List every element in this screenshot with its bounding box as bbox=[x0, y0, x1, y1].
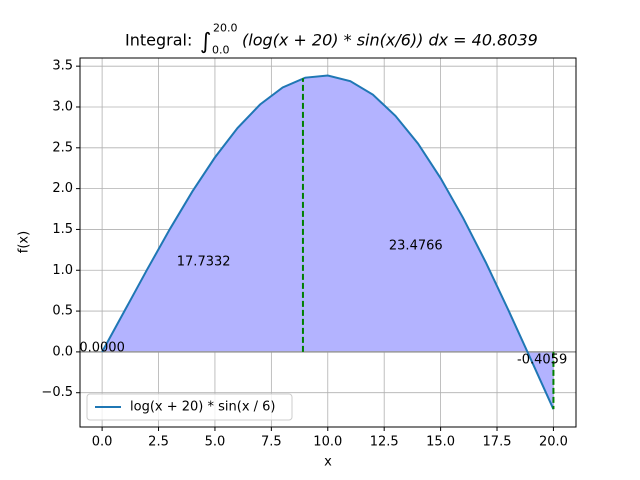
x-tick-label: 15.0 bbox=[426, 435, 455, 450]
x-tick-label: 12.5 bbox=[370, 435, 399, 450]
title-lower: 0.0 bbox=[212, 44, 230, 57]
legend: log(x + 20) * sin(x / 6) bbox=[86, 393, 293, 421]
y-tick-label: 0.5 bbox=[52, 304, 73, 319]
y-tick-label: 3.0 bbox=[52, 99, 73, 114]
x-axis-label: x bbox=[324, 455, 332, 470]
legend-box bbox=[86, 393, 293, 421]
x-tick-label: 17.5 bbox=[483, 435, 512, 450]
x-tick-label: 10.0 bbox=[313, 435, 342, 450]
x-tick-label: 2.5 bbox=[148, 435, 169, 450]
x-tick-label: 7.5 bbox=[261, 435, 282, 450]
chart-title: Integral: ∫ 20.0 0.0 (log(x + 20) * sin(… bbox=[125, 22, 538, 57]
line bbox=[101, 74, 555, 410]
y-tick-label: 2.0 bbox=[52, 181, 73, 196]
area-label: 0.0000 bbox=[79, 340, 125, 355]
area-label: 23.4766 bbox=[389, 238, 443, 253]
legend-label: log(x + 20) * sin(x / 6) bbox=[130, 400, 276, 415]
plot-frame bbox=[79, 57, 577, 428]
x-tick-label: 5.0 bbox=[205, 435, 226, 450]
x-tick-label: 20.0 bbox=[539, 435, 568, 450]
y-axis-label: f(x) bbox=[17, 231, 32, 253]
area-label: 17.7332 bbox=[177, 255, 231, 270]
title-upper: 20.0 bbox=[213, 22, 238, 35]
y-tick-label: 0.0 bbox=[52, 344, 73, 359]
integral-sign: ∫ bbox=[200, 30, 211, 55]
title-prefix: Integral: bbox=[125, 31, 192, 50]
x-tick-label: 0.0 bbox=[92, 435, 113, 450]
y-tick-label: 2.5 bbox=[52, 140, 73, 155]
y-tick-label: 1.0 bbox=[52, 263, 73, 278]
area-label: -0.4059 bbox=[517, 353, 567, 368]
title-body: (log(x + 20) * sin(x/6)) dx = 40.8039 bbox=[242, 31, 538, 50]
y-tick-label: 1.5 bbox=[52, 222, 73, 237]
y-tick-label: −0.5 bbox=[41, 385, 73, 400]
y-tick-label: 3.5 bbox=[52, 59, 73, 74]
